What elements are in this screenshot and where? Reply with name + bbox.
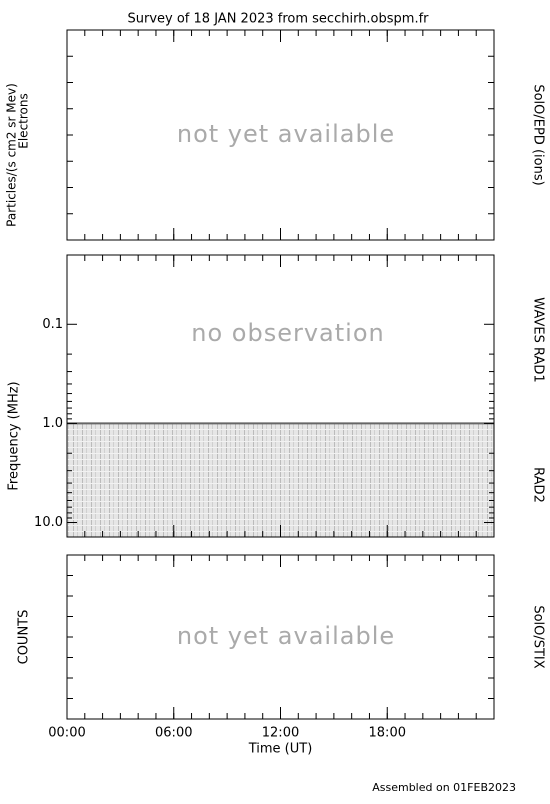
x-axis-label: Time (UT) [248, 742, 313, 757]
right-label: SolO/STIX [531, 605, 546, 668]
message: not yet available [177, 120, 395, 148]
y-axis-label: Particles/(s cm2 sr Mev) [5, 83, 19, 227]
spectrogram-image [67, 423, 494, 537]
message: no observation [191, 319, 384, 347]
footer: Assembled on 01FEB2023 [372, 781, 516, 794]
y-tick-label: 0.1 [42, 317, 63, 332]
panel-frame [66, 29, 495, 241]
y-tick-label: 1.0 [42, 416, 63, 431]
x-tick-label: 00:00 [48, 726, 85, 741]
x-tick-label: 18:00 [369, 726, 406, 741]
y-tick-label: 10.0 [34, 515, 63, 530]
y-axis-label: COUNTS [17, 610, 32, 665]
message: not yet available [177, 622, 395, 650]
panel-frame [66, 254, 495, 538]
panel-frame [66, 554, 495, 720]
right-label: WAVES RAD1 [531, 297, 546, 382]
title: Survey of 18 JAN 2023 from secchirh.obsp… [128, 12, 430, 27]
y-axis-label: Frequency (MHz) [7, 381, 22, 490]
right-label: SolO/EPD (ions) [531, 84, 546, 185]
x-tick-label: 12:00 [262, 726, 299, 741]
right-label: RAD2 [531, 467, 546, 503]
y-axis-label-2: Electrons [17, 93, 31, 148]
x-tick-label: 06:00 [155, 726, 192, 741]
